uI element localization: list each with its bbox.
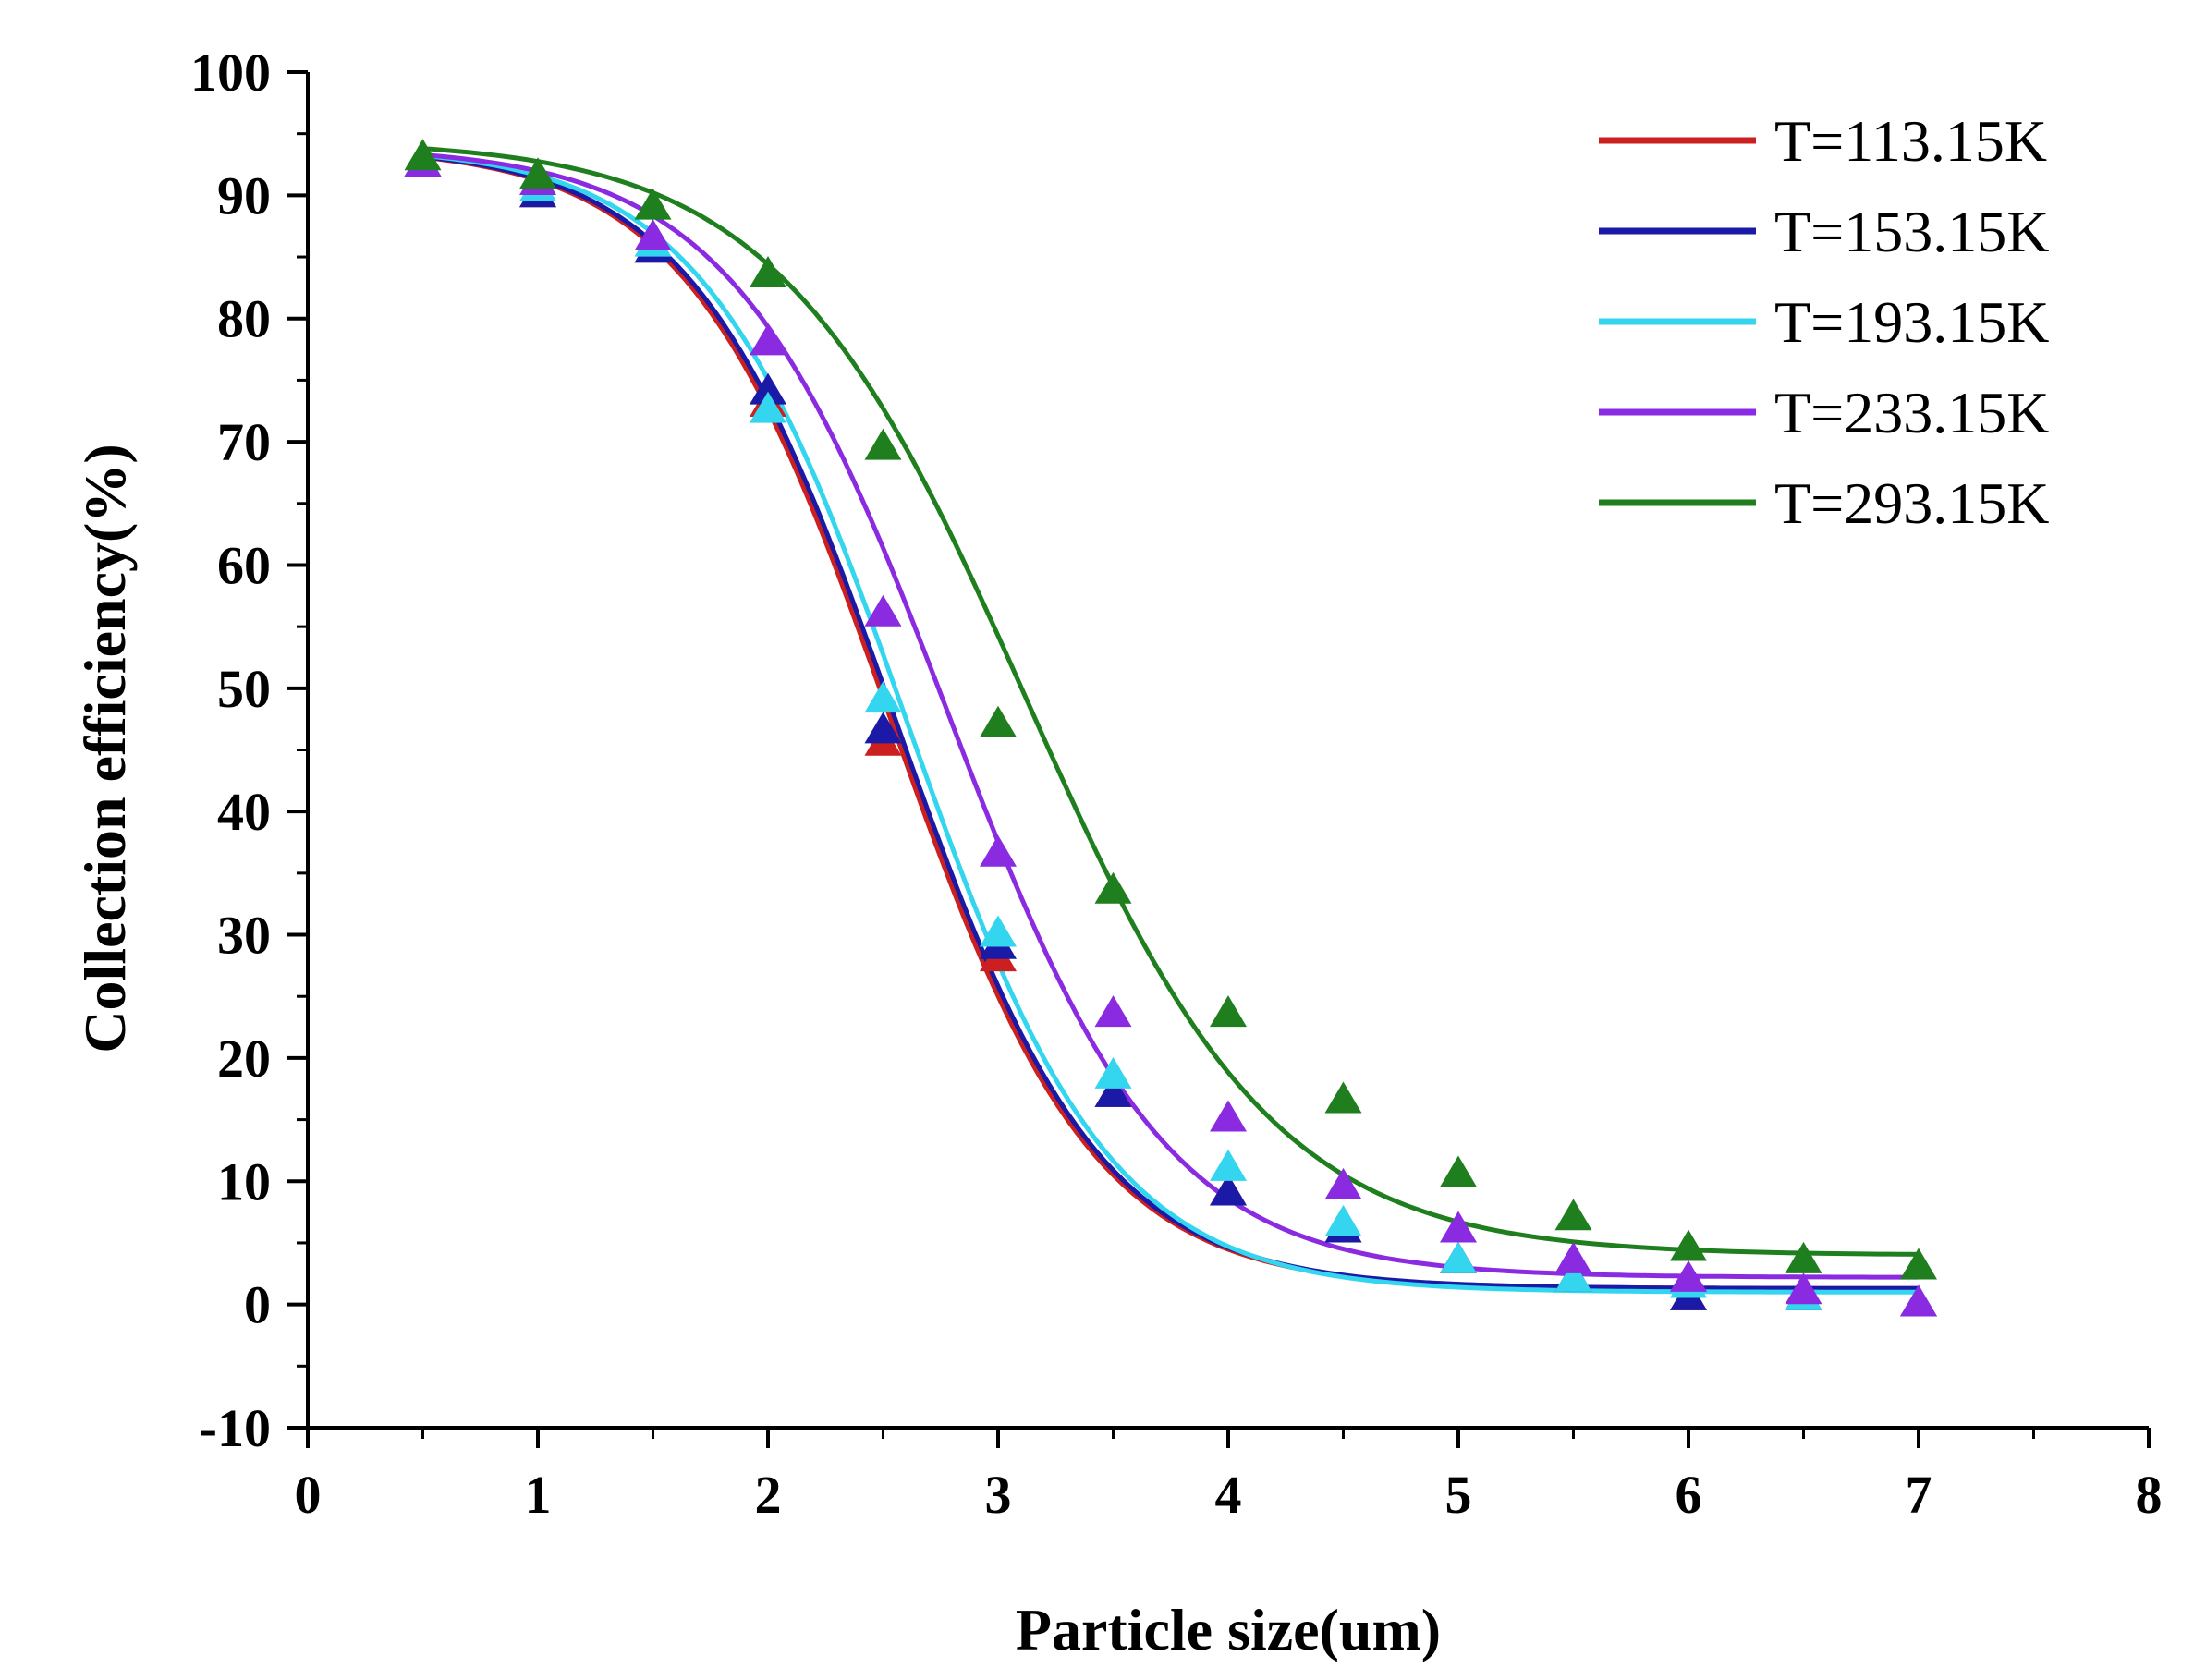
marker-series-3 (1324, 1204, 1362, 1236)
marker-series-4 (864, 594, 902, 627)
x-tick-label: 2 (755, 1465, 782, 1525)
marker-series-3 (1094, 1056, 1132, 1089)
marker-series-5 (404, 139, 442, 171)
data-markers (404, 139, 1937, 1317)
x-tick-label: 5 (1445, 1465, 1472, 1525)
marker-series-5 (1900, 1248, 1937, 1280)
marker-series-5 (1440, 1155, 1477, 1187)
marker-series-4 (1440, 1211, 1477, 1243)
legend: T=113.15K T=153.15K T=193.15K T=233.15K T=29… (1599, 108, 2049, 536)
y-tick-label: 50 (217, 659, 271, 719)
marker-series-4 (980, 834, 1017, 867)
marker-series-4 (634, 218, 672, 250)
fit-curve-series-5 (422, 146, 1920, 1257)
marker-series-5 (750, 255, 786, 287)
marker-series-5 (1785, 1241, 1822, 1273)
x-tick-label: 6 (1676, 1465, 1702, 1525)
x-axis-title: Particle size(um) (1016, 1597, 1441, 1662)
y-tick-label: 0 (244, 1275, 271, 1335)
marker-series-3 (1440, 1241, 1477, 1273)
marker-series-2 (1210, 1174, 1247, 1206)
legend-label: T=153.15K (1774, 199, 2049, 264)
y-tick-label: 40 (217, 782, 271, 842)
y-tick-label: 30 (217, 906, 271, 966)
marker-series-2 (864, 712, 902, 744)
legend-label: T=113.15K (1774, 108, 2047, 174)
y-tick-label: 80 (217, 289, 271, 349)
marker-series-4 (1324, 1167, 1362, 1199)
marker-series-4 (750, 323, 786, 356)
fit-curve-series-4 (422, 152, 1919, 1280)
marker-series-5 (634, 188, 672, 220)
marker-series-2 (1094, 1075, 1132, 1107)
y-tick-label: 70 (217, 412, 271, 472)
y-tick-label: 10 (217, 1151, 271, 1211)
x-tick-label: 3 (985, 1465, 1012, 1525)
x-tick-label: 7 (1906, 1465, 1932, 1525)
marker-series-5 (1554, 1199, 1592, 1231)
marker-series-3 (864, 681, 902, 713)
marker-series-5 (519, 157, 556, 189)
legend-label: T=193.15K (1774, 289, 2049, 355)
marker-series-3 (750, 391, 786, 423)
y-tick-label: 20 (217, 1029, 271, 1089)
x-tick-label: 0 (295, 1465, 322, 1525)
y-tick-label: 60 (217, 535, 271, 595)
marker-series-5 (1094, 871, 1132, 904)
marker-series-3 (1210, 1149, 1247, 1181)
x-tick-label: 1 (525, 1465, 552, 1525)
marker-series-5 (864, 428, 902, 460)
x-tick-label: 4 (1215, 1465, 1242, 1525)
axis-ticks: 0 1 2 3 4 5 6 7 8 -10 0 10 20 30 40 50 60 70 80 90 100 (190, 43, 2163, 1525)
marker-series-4 (1900, 1284, 1937, 1317)
marker-series-4 (1670, 1260, 1707, 1292)
marker-series-4 (1554, 1241, 1592, 1273)
y-tick-label: 100 (190, 43, 271, 103)
y-axis-title: Collection efficiency(%) (72, 444, 138, 1053)
marker-series-4 (1094, 995, 1132, 1028)
legend-label: T=233.15K (1774, 380, 2049, 445)
x-tick-label: 8 (2136, 1465, 2163, 1525)
marker-series-5 (1670, 1229, 1707, 1261)
marker-series-4 (1210, 1100, 1247, 1132)
marker-series-5 (1210, 995, 1247, 1028)
marker-series-3 (1554, 1260, 1592, 1292)
marker-series-5 (1324, 1081, 1362, 1114)
marker-series-2 (750, 372, 786, 405)
fit-curves (422, 146, 1920, 1295)
marker-series-5 (980, 705, 1017, 737)
y-tick-label: 90 (217, 165, 271, 225)
y-tick-label: -10 (200, 1398, 271, 1458)
marker-series-4 (1785, 1272, 1822, 1305)
legend-label: T=293.15K (1774, 470, 2049, 536)
marker-series-3 (980, 915, 1017, 947)
fit-curve-series-2 (422, 154, 1919, 1291)
fit-curve-series-3 (422, 152, 1919, 1295)
